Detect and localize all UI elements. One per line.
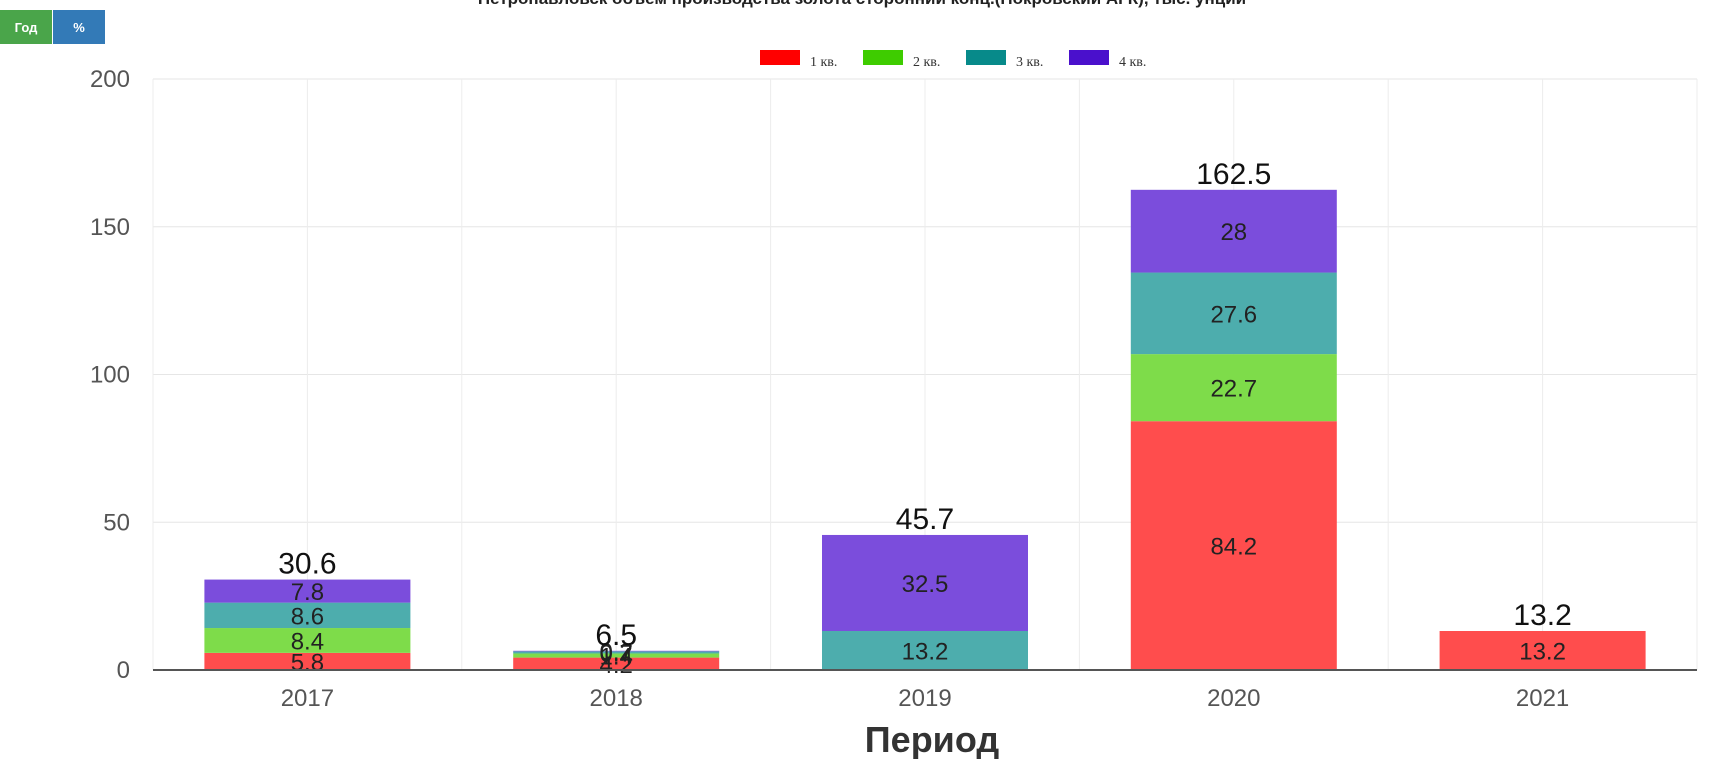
segment-data-label: 0.7 (600, 640, 633, 667)
bar-segment[interactable] (1439, 630, 1646, 670)
bar-segment[interactable] (822, 630, 1028, 670)
total-data-label: 30.6 (278, 548, 336, 581)
segment-data-label: 8.4 (291, 628, 324, 655)
bar-segment[interactable] (822, 534, 1028, 631)
legend-swatch (760, 50, 800, 65)
segment-data-label: 32.5 (902, 571, 949, 598)
x-tick-label: 2019 (898, 685, 951, 712)
bar-segment[interactable] (204, 652, 411, 670)
segment-data-label: 84.2 (1210, 534, 1257, 561)
legend-label: 4 кв. (1119, 55, 1146, 70)
y-tick-label: 0 (117, 657, 130, 684)
segment-data-label: 13.2 (902, 638, 949, 665)
segment-data-label: 28 (1220, 219, 1247, 246)
legend-label: 1 кв. (810, 55, 837, 70)
total-data-label: 13.2 (1513, 599, 1571, 632)
grid-lines (152, 78, 1698, 671)
total-data-label: 6.5 (595, 619, 637, 652)
legend-item[interactable]: 1 кв. (760, 50, 837, 70)
segment-data-label: 27.6 (1210, 301, 1257, 328)
bar-segment[interactable] (204, 628, 411, 653)
y-tick-label: 100 (90, 362, 130, 389)
bar-segment[interactable] (1130, 354, 1337, 422)
chart-title: Петропавловск объем производства золота … (0, 0, 1724, 9)
x-tick-label: 2018 (590, 685, 643, 712)
segment-data-label: 4.2 (600, 652, 633, 679)
bar-segment[interactable] (513, 651, 720, 654)
bar-segment[interactable] (513, 650, 720, 652)
legend: 1 кв. 2 кв. 3 кв. 4 кв. (760, 50, 1146, 70)
segment-data-label: 5.8 (291, 649, 324, 676)
segment-data-label: 0.2 (600, 639, 633, 666)
total-data-label: 162.5 (1196, 158, 1271, 191)
bar-segment[interactable] (1130, 421, 1337, 670)
segment-data-label: 22.7 (1210, 376, 1257, 403)
legend-label: 2 кв. (913, 55, 940, 70)
axes: 0 50 100 150 200 2017 2018 2019 2020 2021 (90, 66, 1697, 712)
x-tick-label: 2017 (281, 685, 334, 712)
segment-data-label: 1.4 (600, 644, 633, 671)
bars (204, 189, 1646, 670)
total-data-label: 45.7 (896, 503, 954, 536)
x-tick-label: 2021 (1516, 685, 1569, 712)
legend-item[interactable]: 4 кв. (1069, 50, 1146, 70)
y-tick-label: 150 (90, 214, 130, 241)
bar-segment[interactable] (1130, 189, 1337, 273)
legend-label: 3 кв. (1016, 55, 1043, 70)
percent-toggle-button[interactable]: % (53, 10, 105, 44)
bar-segment[interactable] (204, 602, 411, 629)
year-toggle-button[interactable]: Год (0, 10, 52, 44)
y-tick-label: 50 (103, 509, 130, 536)
legend-swatch (863, 50, 903, 65)
legend-swatch (1069, 50, 1109, 65)
bar-segment[interactable] (204, 579, 411, 603)
x-axis-title: Период (865, 719, 1000, 759)
data-labels: 5.88.48.67.830.6 4.21.40.70.26.5 13.2 32.5 4… (278, 158, 1572, 679)
segment-data-label: 8.6 (291, 603, 324, 630)
segment-data-label: 7.8 (291, 579, 324, 606)
legend-item[interactable]: 3 кв. (966, 50, 1043, 70)
segment-data-label: 13.2 (1519, 638, 1566, 665)
x-tick-label: 2020 (1207, 685, 1260, 712)
bar-segment[interactable] (1130, 272, 1337, 355)
bar-segment[interactable] (513, 657, 720, 670)
legend-swatch (966, 50, 1006, 65)
y-tick-label: 200 (90, 66, 130, 93)
legend-item[interactable]: 2 кв. (863, 50, 940, 70)
bar-segment[interactable] (513, 653, 720, 658)
